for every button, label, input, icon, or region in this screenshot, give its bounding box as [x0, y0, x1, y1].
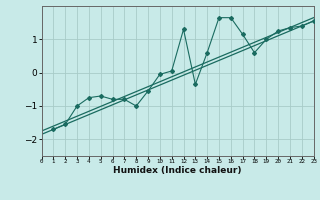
X-axis label: Humidex (Indice chaleur): Humidex (Indice chaleur) [113, 166, 242, 175]
